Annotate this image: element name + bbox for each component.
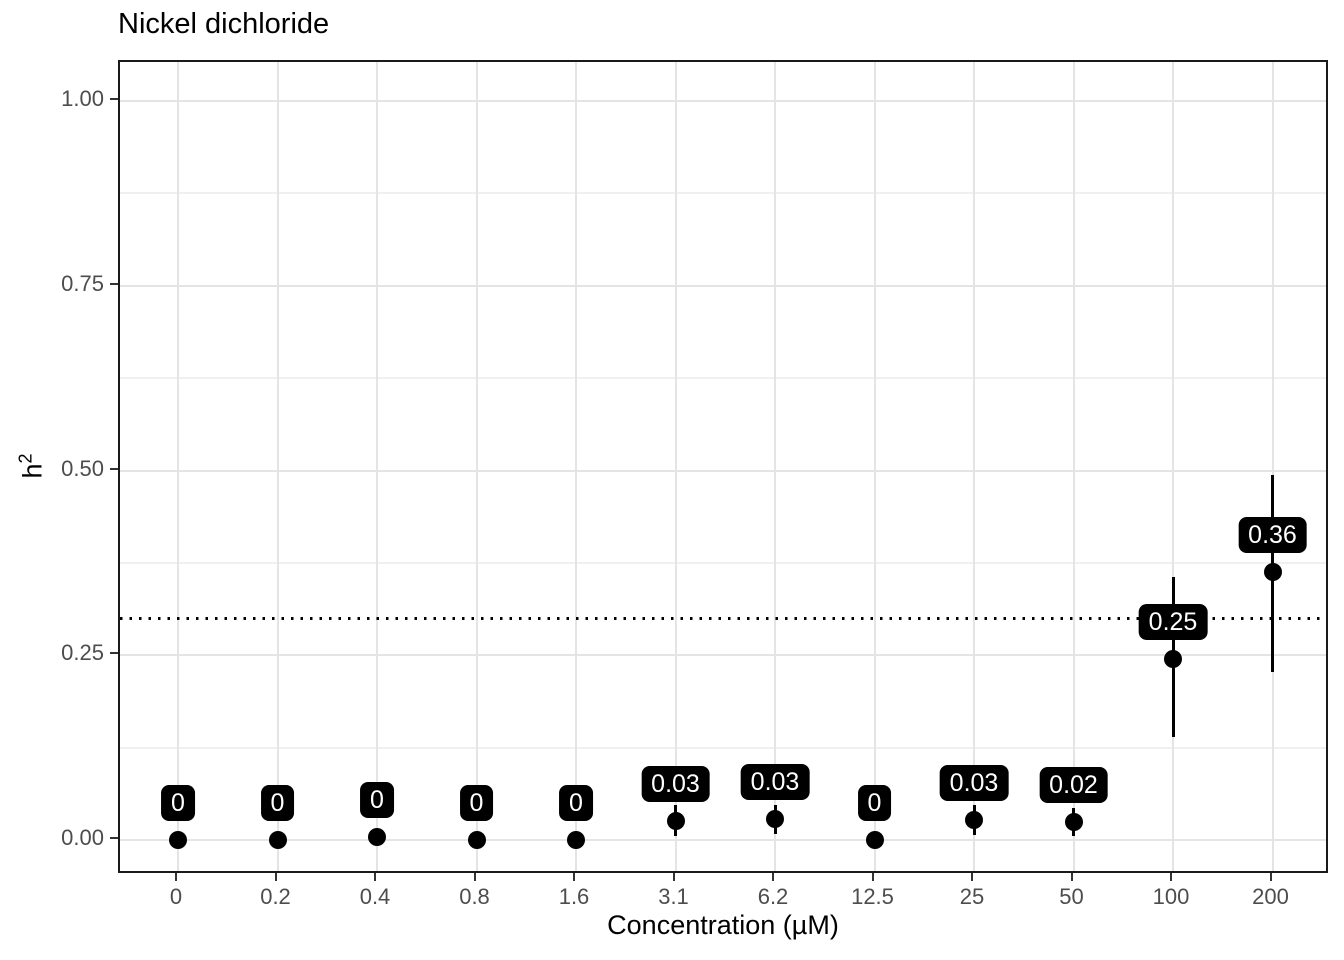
gridline-major-horizontal <box>120 654 1326 657</box>
x-axis-tick <box>274 873 277 881</box>
y-axis-title-superscript: 2 <box>15 453 36 464</box>
gridline-minor-horizontal <box>120 746 1326 749</box>
x-axis-tick <box>971 873 973 881</box>
data-point <box>368 828 386 847</box>
x-axis-tick <box>175 873 177 881</box>
gridline-major-vertical <box>774 62 776 871</box>
x-axis-tick <box>1269 873 1272 881</box>
x-axis-title: Concentration (µM) <box>607 910 839 940</box>
x-axis-tick-label: 6.2 <box>757 884 789 909</box>
gridline-major-horizontal <box>120 839 1326 841</box>
y-axis-tick <box>110 652 118 655</box>
plot-panel: 0 0 0 0 0 0.03 0.03 0 0.03 0.02 0.25 0.36 <box>118 60 1328 873</box>
x-axis-tick <box>871 873 874 881</box>
y-axis-tick <box>110 98 118 100</box>
gridline-major-vertical <box>276 62 279 871</box>
x-axis-tick-label: 50 <box>1059 884 1084 909</box>
point-value-label: 0 <box>857 785 892 821</box>
x-axis-tick <box>1170 873 1172 881</box>
gridline-major-vertical <box>376 62 378 871</box>
point-value-label: 0 <box>260 785 295 821</box>
y-axis-tick <box>110 467 118 470</box>
data-point <box>169 831 187 849</box>
y-axis-title: h2 <box>16 453 49 478</box>
y-axis-tick <box>110 837 118 839</box>
reference-line <box>120 616 1326 620</box>
point-value-label: 0.25 <box>1138 603 1208 640</box>
x-axis-tick <box>573 873 575 881</box>
point-value-label: 0.03 <box>740 764 810 801</box>
point-value-label: 0 <box>161 785 195 821</box>
y-axis-tick-label: 0.25 <box>61 640 104 666</box>
data-point <box>1263 562 1282 581</box>
data-point <box>965 811 983 830</box>
data-point <box>865 831 884 849</box>
x-axis-tick <box>1070 873 1073 881</box>
data-point <box>666 811 685 830</box>
point-value-label: 0 <box>459 785 494 821</box>
gridline-major-horizontal <box>120 469 1326 472</box>
gridline-major-vertical <box>674 62 677 871</box>
point-value-label: 0 <box>559 785 593 821</box>
gridline-minor-horizontal <box>120 377 1326 380</box>
x-axis-tick-label: 25 <box>959 884 985 909</box>
y-axis-tick-label: 0.75 <box>61 270 104 296</box>
x-axis-tick-label: 100 <box>1152 884 1190 909</box>
x-axis-tick <box>374 873 376 881</box>
data-point <box>467 831 486 849</box>
x-axis-tick <box>473 873 476 881</box>
x-axis-tick-label: 0.2 <box>260 884 291 909</box>
point-value-label: 0.36 <box>1238 516 1307 553</box>
data-point <box>766 810 784 829</box>
x-axis-tick-label: 1.6 <box>558 884 590 909</box>
gridline-minor-horizontal <box>120 561 1326 564</box>
gridline-major-vertical <box>873 62 876 871</box>
gridline-major-vertical <box>475 62 478 871</box>
data-point <box>1064 813 1083 832</box>
y-axis-tick-label: 1.00 <box>61 86 104 111</box>
gridline-major-vertical <box>1172 62 1174 871</box>
data-point <box>567 831 585 849</box>
data-point <box>1164 649 1182 668</box>
y-axis-tick-label: 0.00 <box>61 825 104 850</box>
y-axis-tick <box>110 282 118 285</box>
gridline-major-vertical <box>973 62 975 871</box>
x-axis-tick-label: 12.5 <box>851 884 894 909</box>
y-axis-tick-label: 0.50 <box>61 455 104 481</box>
y-axis-title-base: h <box>17 463 48 479</box>
gridline-major-vertical <box>1072 62 1075 871</box>
point-value-label: 0.02 <box>1039 767 1108 804</box>
point-value-label: 0.03 <box>939 765 1009 802</box>
gridline-major-vertical <box>177 62 179 871</box>
x-axis-tick <box>772 873 774 881</box>
x-axis-tick-label: 0.8 <box>459 884 490 909</box>
x-axis-tick-label: 0 <box>169 884 183 909</box>
x-axis-tick-label: 200 <box>1252 884 1289 909</box>
data-point <box>268 831 287 849</box>
gridline-major-horizontal <box>120 284 1326 287</box>
chart-title: Nickel dichloride <box>118 8 330 40</box>
gridline-minor-horizontal <box>120 192 1326 195</box>
x-axis-tick <box>672 873 675 881</box>
point-value-label: 0 <box>360 782 394 819</box>
gridline-major-vertical <box>1271 62 1274 871</box>
x-axis-tick-label: 0.4 <box>359 884 391 909</box>
gridline-major-horizontal <box>120 100 1326 102</box>
x-axis-tick-label: 3.1 <box>658 884 689 909</box>
gridline-major-vertical <box>575 62 577 871</box>
point-value-label: 0.03 <box>641 765 710 802</box>
